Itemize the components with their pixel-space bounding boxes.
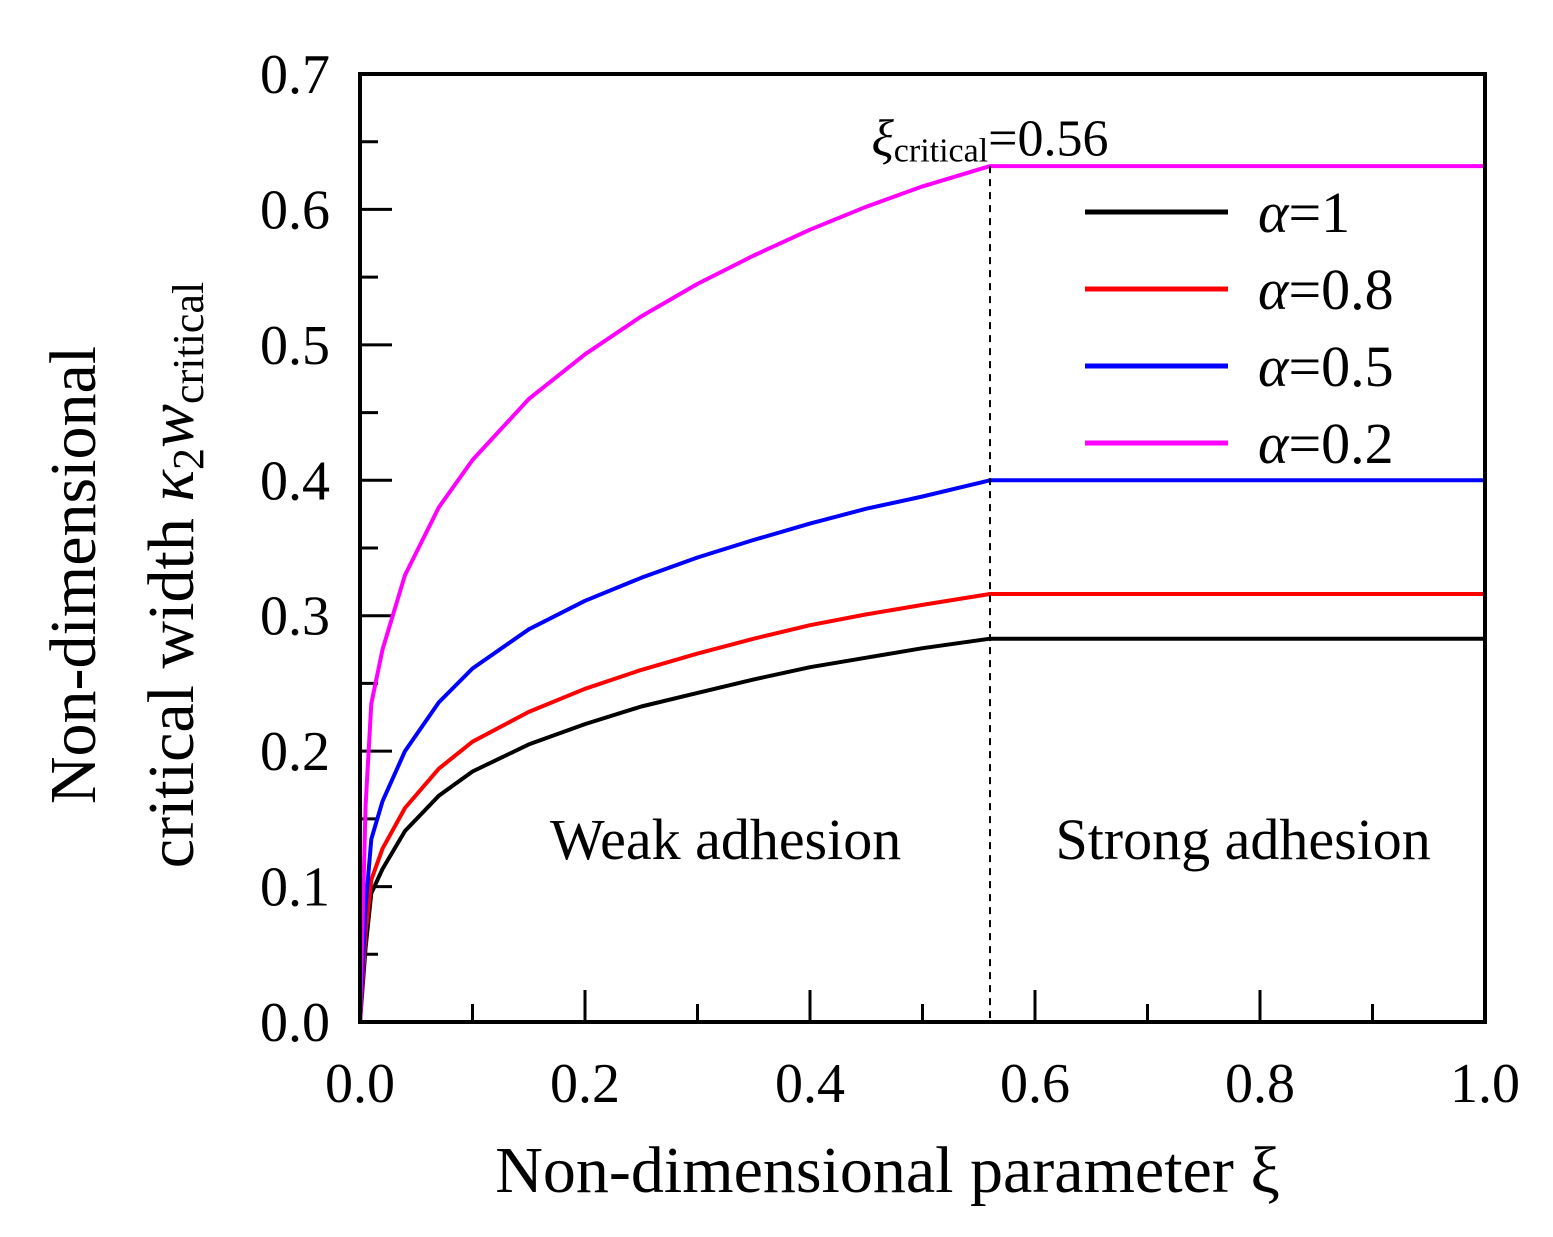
y-axis-label-w: w xyxy=(135,404,208,448)
legend-value: =0.8 xyxy=(1288,257,1393,322)
x-tick-label: 0.6 xyxy=(1000,1053,1070,1115)
y-tick-label: 0.5 xyxy=(260,315,330,377)
x-tick-label: 0.4 xyxy=(775,1053,845,1115)
y-axis-label-prefix: critical width xyxy=(135,502,208,869)
y-tick-label: 0.1 xyxy=(260,857,330,919)
plot-frame xyxy=(358,72,1487,1024)
critical-subscript: critical xyxy=(894,133,988,170)
legend-label-0: α=1 xyxy=(1258,180,1350,245)
critical-symbol: ξ xyxy=(872,111,895,168)
y-axis-label-kappa: κ xyxy=(135,469,208,502)
legend-symbol: α xyxy=(1258,180,1290,245)
x-tick-label: 0.2 xyxy=(550,1053,620,1115)
critical-value: =0.56 xyxy=(988,111,1108,168)
legend-symbol: α xyxy=(1258,257,1290,322)
legend-symbol: α xyxy=(1258,334,1290,399)
x-tick-label: 0.0 xyxy=(325,1053,395,1115)
y-tick-label: 0.2 xyxy=(260,721,330,783)
y-axis-label-kappa-sub: 2 xyxy=(164,448,213,470)
legend-label-2: α=0.5 xyxy=(1258,334,1394,399)
y-axis-label: Non-dimensional critical width κ2wcritic… xyxy=(37,282,213,868)
legend-value: =0.2 xyxy=(1288,411,1393,476)
y-axis-label-line1: Non-dimensional xyxy=(37,346,110,804)
legend-label-1: α=0.8 xyxy=(1258,257,1394,322)
legend-symbol: α xyxy=(1258,411,1290,476)
series-line-0 xyxy=(358,636,1485,1023)
legend: α=1α=0.8α=0.5α=0.2 xyxy=(1085,180,1394,476)
weak-adhesion-label: Weak adhesion xyxy=(550,807,901,872)
y-axis-label-w-sub: critical xyxy=(164,282,213,404)
series-line-3 xyxy=(358,164,1485,1023)
x-axis-label: Non-dimensional parameter ξ xyxy=(495,1134,1280,1207)
y-axis-label-line2: critical width κ2wcritical xyxy=(135,282,213,868)
legend-value: =1 xyxy=(1288,180,1350,245)
critical-label: ξcritical=0.56 xyxy=(872,111,1109,170)
legend-label-3: α=0.2 xyxy=(1258,411,1394,476)
legend-value: =0.5 xyxy=(1288,334,1393,399)
series-line-1 xyxy=(358,592,1485,1023)
strong-adhesion-label: Strong adhesion xyxy=(1055,807,1430,872)
y-tick-label: 0.7 xyxy=(260,44,330,106)
y-tick-label: 0.6 xyxy=(260,179,330,241)
x-tick-label: 1.0 xyxy=(1450,1053,1520,1115)
y-tick-label: 0.0 xyxy=(260,992,330,1054)
series-line-2 xyxy=(358,478,1485,1023)
y-tick-label: 0.3 xyxy=(260,586,330,648)
series-layer xyxy=(358,164,1485,1023)
y-tick-label: 0.4 xyxy=(260,450,330,512)
x-tick-label: 0.8 xyxy=(1225,1053,1295,1115)
